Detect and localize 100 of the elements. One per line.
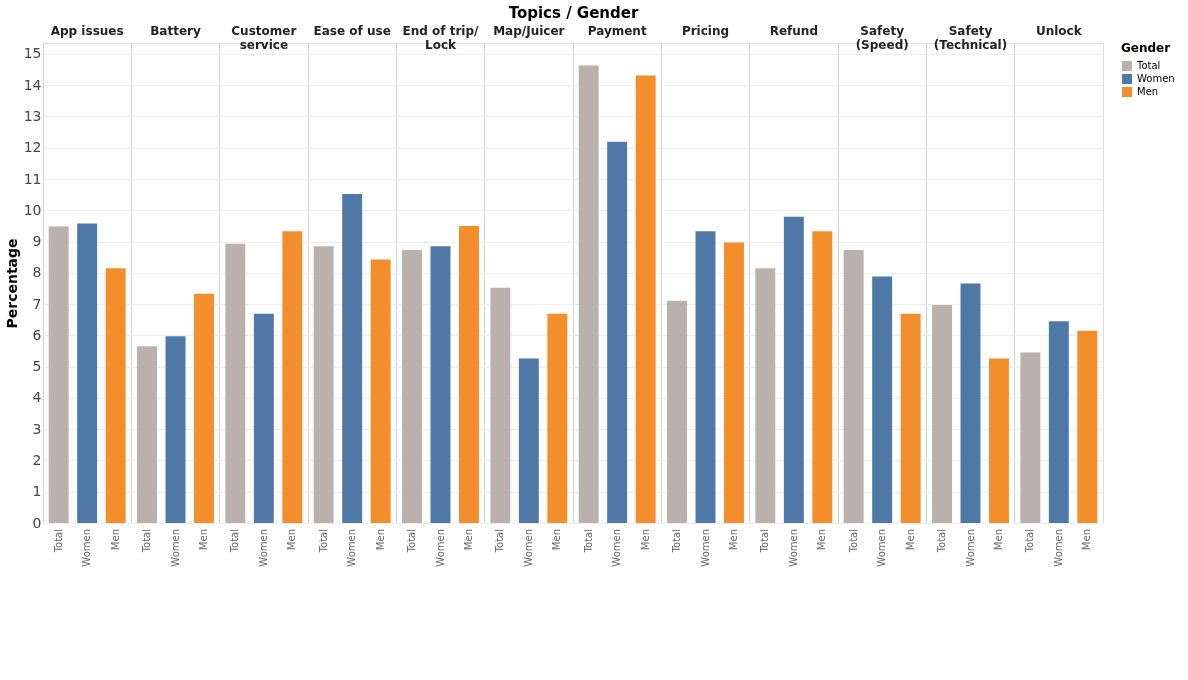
- bar: [635, 75, 656, 523]
- x-tick-label: Battery: [150, 23, 201, 38]
- y-tick-label: 15: [23, 45, 42, 62]
- text: Total: [141, 529, 153, 553]
- bar: [932, 305, 952, 523]
- text: Total: [671, 529, 683, 553]
- legend-label: Men: [1137, 86, 1159, 97]
- bar: [459, 225, 479, 523]
- y-tick-label: 7: [32, 295, 42, 312]
- text: Total: [936, 529, 948, 553]
- bar: [755, 268, 776, 523]
- text: Women: [964, 529, 976, 567]
- bar: [370, 259, 391, 523]
- text: Women: [169, 529, 181, 567]
- bar: [137, 346, 157, 523]
- y-tick-label: 8: [32, 264, 42, 281]
- bar: [695, 231, 716, 523]
- y-tick-label: 5: [32, 358, 42, 375]
- bar: [518, 358, 539, 523]
- text: Total: [406, 529, 418, 553]
- text: Men: [816, 529, 828, 551]
- bar: [783, 216, 804, 523]
- legend-label: Women: [1137, 73, 1175, 84]
- text: Total: [582, 529, 594, 553]
- legend-label: Total: [1136, 60, 1161, 71]
- bar: [1048, 321, 1069, 523]
- y-tick-label: 3: [32, 420, 42, 437]
- y-tick-label: 4: [32, 389, 42, 406]
- legend-title: Gender: [1121, 41, 1171, 55]
- text: Men: [639, 529, 651, 551]
- text: Men: [109, 529, 121, 551]
- text: Total: [494, 529, 506, 553]
- text: Men: [904, 529, 916, 551]
- text: Men: [992, 529, 1004, 551]
- bar: [547, 313, 568, 523]
- bar: [490, 287, 511, 523]
- bar: [105, 268, 126, 523]
- bar: [402, 250, 422, 523]
- text: Women: [699, 529, 711, 567]
- x-tick-label: Safety (Technical): [933, 23, 1008, 52]
- y-tick-label: 12: [23, 139, 42, 156]
- y-tick-label: 0: [32, 514, 42, 531]
- text: Men: [197, 529, 209, 551]
- bar: [313, 246, 334, 523]
- x-tick-label: Ease of use: [313, 23, 391, 38]
- bar: [578, 65, 599, 523]
- bar: [724, 242, 744, 523]
- y-tick-label: 10: [23, 201, 42, 218]
- x-tick-label: App issues: [50, 23, 124, 38]
- x-tick-label: End of trip/ Lock: [402, 23, 480, 52]
- x-tick-label: Refund: [769, 23, 818, 38]
- text: Women: [434, 529, 446, 567]
- text: Total: [317, 529, 329, 553]
- x-tick-label: Unlock: [1035, 23, 1083, 38]
- y-tick-label: 13: [23, 107, 42, 124]
- text: Total: [52, 529, 64, 553]
- text: Men: [727, 529, 739, 551]
- text: Total: [847, 529, 859, 553]
- y-axis-title: Percentage: [3, 238, 20, 329]
- bar: [342, 194, 363, 523]
- text: Men: [1081, 529, 1093, 551]
- bar: [843, 250, 864, 523]
- x-tick-label: Payment: [587, 23, 647, 38]
- bar: [77, 223, 98, 523]
- x-tick-label: Safety (Speed): [855, 23, 909, 52]
- text: Men: [374, 529, 386, 551]
- text: Men: [286, 529, 298, 551]
- y-tick-label: 11: [23, 170, 42, 187]
- text: Women: [81, 529, 93, 567]
- bar: [960, 283, 981, 523]
- text: Total: [1024, 529, 1036, 553]
- y-tick-label: 2: [32, 451, 42, 468]
- bar: [165, 336, 186, 523]
- text: Men: [462, 529, 474, 551]
- bar: [989, 358, 1009, 523]
- y-tick-label: 14: [23, 76, 42, 93]
- bar: [282, 231, 303, 523]
- text: Women: [876, 529, 888, 567]
- text: Men: [551, 529, 563, 551]
- text: Women: [1052, 529, 1064, 567]
- text: Women: [787, 529, 799, 567]
- bar: [667, 300, 687, 523]
- text: Total: [229, 529, 241, 553]
- bar: [194, 293, 214, 523]
- text: Women: [611, 529, 623, 567]
- text: Women: [257, 529, 269, 567]
- bar: [253, 313, 274, 523]
- bar: [607, 141, 628, 523]
- x-axis-title: Topics / Gender: [508, 3, 639, 22]
- bar: [900, 313, 921, 523]
- bar: [1077, 330, 1098, 523]
- y-tick-label: 6: [32, 326, 42, 343]
- text: Total: [759, 529, 771, 553]
- bar: [48, 226, 69, 523]
- bar: [1020, 352, 1041, 523]
- bar: [872, 276, 893, 523]
- bar: [430, 246, 451, 523]
- bar: [812, 231, 833, 523]
- y-tick-label: 9: [32, 233, 42, 250]
- text: Women: [346, 529, 358, 567]
